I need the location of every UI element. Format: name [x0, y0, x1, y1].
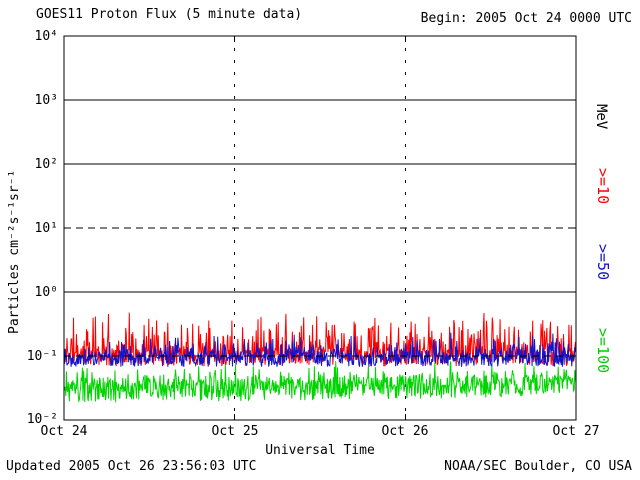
right-axis-unit-label: MeV	[593, 104, 609, 130]
chart-title: GOES11 Proton Flux (5 minute data)	[36, 7, 303, 22]
x-tick-label: Oct 27	[552, 424, 600, 439]
y-tick-label: 10²	[34, 157, 58, 172]
y-tick-label: 10¹	[34, 221, 58, 236]
begin-timestamp: Begin: 2005 Oct 24 0000 UTC	[420, 11, 632, 26]
x-tick-label: Oct 26	[381, 424, 429, 439]
updated-timestamp: Updated 2005 Oct 26 23:56:03 UTC	[6, 459, 257, 474]
x-tick-label: Oct 25	[211, 424, 259, 439]
x-axis-label: Universal Time	[265, 443, 375, 458]
legend-ge100: >=100	[594, 328, 612, 374]
credit-text: NOAA/SEC Boulder, CO USA	[444, 459, 632, 474]
legend-ge10: >=10	[594, 168, 612, 205]
y-tick-label: 10⁰	[34, 285, 58, 300]
y-axis-label: Particles cm⁻²s⁻¹sr⁻¹	[7, 169, 22, 334]
y-tick-label: 10⁴	[34, 29, 58, 44]
y-tick-label: 10³	[34, 93, 58, 108]
legend-ge50: >=50	[594, 244, 612, 281]
y-tick-label: 10⁻²	[26, 412, 58, 427]
x-tick-label: Oct 24	[40, 424, 88, 439]
y-tick-label: 10⁻¹	[26, 349, 58, 364]
